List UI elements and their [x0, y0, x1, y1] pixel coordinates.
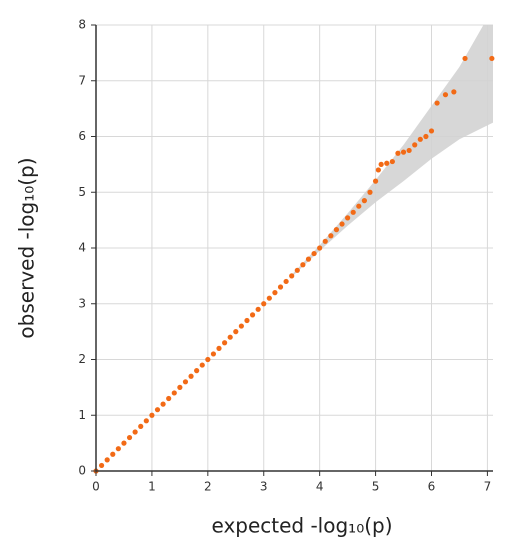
point [194, 368, 200, 374]
confidence-band-group [291, 25, 493, 277]
point [227, 334, 233, 340]
point [222, 340, 228, 346]
point [375, 167, 381, 173]
point [489, 55, 495, 62]
point [216, 345, 222, 351]
x-tick-label: 0 [92, 480, 100, 494]
point [138, 423, 144, 429]
x-tick-label: 7 [484, 480, 492, 494]
point [434, 100, 440, 106]
point [350, 209, 356, 215]
point [261, 301, 267, 307]
y-tick-label: 8 [78, 18, 86, 32]
point [311, 250, 317, 257]
point [277, 284, 284, 290]
y-axis-title: observed -log₁₀(p) [15, 157, 39, 338]
point [233, 329, 239, 335]
x-tick-label: 4 [316, 480, 324, 494]
point [367, 189, 373, 195]
point [333, 227, 340, 233]
point [317, 245, 323, 251]
axes: 0 1 2 3 4 5 6 7 0 1 2 3 4 5 6 7 8 [78, 18, 493, 494]
point [442, 92, 449, 98]
point [266, 295, 272, 301]
point [294, 267, 300, 273]
point [149, 412, 155, 418]
point [451, 89, 457, 95]
point [249, 312, 256, 318]
point [406, 147, 412, 154]
x-tick-label: 1 [148, 480, 156, 494]
x-tick-label: 3 [260, 480, 268, 494]
point [272, 290, 278, 296]
point [345, 215, 351, 221]
point [255, 306, 261, 312]
point [339, 221, 345, 227]
point [177, 384, 183, 390]
point [143, 418, 149, 424]
grid [95, 24, 493, 472]
x-tick-label: 2 [204, 480, 212, 494]
y-tick-label: 5 [78, 185, 86, 199]
point [384, 160, 390, 166]
point [328, 233, 334, 239]
point [400, 149, 407, 155]
point [417, 136, 423, 142]
y-tick-label: 0 [78, 464, 86, 478]
point [412, 142, 418, 148]
point [289, 273, 295, 279]
point [166, 395, 172, 402]
point [283, 278, 289, 285]
x-tick-label: 5 [372, 480, 380, 494]
point [132, 429, 138, 435]
point [188, 373, 194, 379]
points [93, 55, 495, 474]
point [356, 203, 362, 209]
point [423, 133, 429, 140]
y-tick-label: 1 [78, 408, 86, 422]
y-tick-label: 3 [78, 296, 86, 310]
point [389, 158, 395, 165]
confidence-band [291, 25, 493, 277]
y-tick-label: 6 [78, 129, 86, 143]
point [115, 446, 121, 452]
point [238, 323, 244, 329]
point [110, 451, 116, 457]
point [121, 440, 127, 446]
point [322, 238, 328, 244]
point [378, 161, 384, 167]
x-axis-title: expected -log₁₀(p) [211, 514, 392, 538]
point [126, 434, 133, 441]
point [361, 198, 367, 204]
point [160, 401, 166, 407]
x-tick-label: 6 [428, 480, 436, 494]
point [182, 379, 189, 385]
y-tick-label: 4 [78, 241, 86, 255]
point [462, 55, 468, 62]
point [154, 407, 161, 413]
point [244, 317, 250, 324]
point [305, 256, 312, 262]
point [98, 462, 105, 469]
point [104, 457, 110, 463]
point [300, 262, 306, 268]
y-tick-label: 7 [78, 73, 86, 87]
point [171, 390, 177, 396]
point [210, 351, 217, 357]
point [199, 362, 205, 368]
point [205, 356, 211, 363]
point [395, 150, 401, 156]
point [428, 128, 435, 134]
y-tick-label: 2 [78, 352, 86, 366]
point [372, 178, 379, 184]
